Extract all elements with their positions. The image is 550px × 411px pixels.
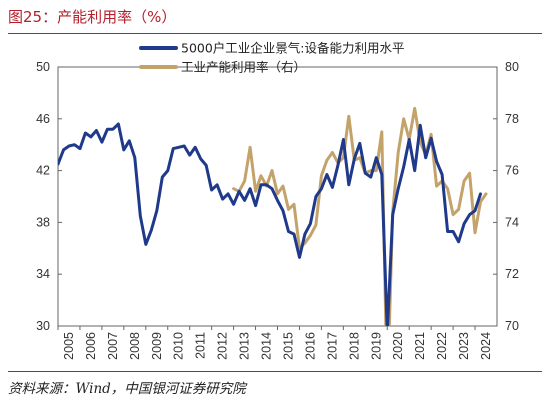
x-tick-label: 2009 [150, 332, 164, 360]
left-tick-label: 42 [36, 164, 50, 178]
series-line-equipment-utilization [58, 122, 482, 326]
x-tick-label: 2006 [84, 332, 98, 360]
x-tick-label: 2012 [216, 332, 230, 360]
x-tick-label: 2018 [347, 332, 361, 360]
right-tick-label: 74 [505, 215, 519, 229]
right-tick-label: 78 [505, 112, 519, 126]
left-tick-label: 30 [36, 319, 50, 333]
left-tick-label: 38 [36, 215, 50, 229]
left-tick-label: 50 [36, 60, 50, 74]
chart-title: 图25：产能利用率（%） [8, 8, 177, 26]
x-tick-label: 2019 [369, 332, 383, 360]
source-note: 资料来源：Wind，中国银河证券研究院 [8, 381, 246, 397]
right-tick-label: 80 [505, 60, 519, 74]
x-tick-label: 2016 [303, 332, 317, 360]
plot-frame [57, 66, 498, 327]
x-tick-label: 2013 [238, 332, 252, 360]
x-tick-label: 2007 [106, 332, 120, 360]
right-tick-label: 70 [505, 319, 519, 333]
x-tick-label: 2022 [435, 332, 449, 360]
x-tick-label: 2020 [391, 332, 405, 360]
x-tick-label: 2024 [479, 332, 493, 360]
title-divider [8, 33, 542, 34]
legend-label: 5000户工业企业景气:设备能力利用水平 [181, 41, 405, 56]
left-tick-label: 46 [36, 112, 50, 126]
x-tick-label: 2021 [413, 332, 427, 360]
x-tick-label: 2008 [128, 332, 142, 360]
x-tick-label: 2011 [194, 332, 208, 359]
x-tick-label: 2015 [281, 332, 295, 360]
legend-label: 工业产能利用率（右） [181, 60, 306, 75]
left-tick-label: 34 [36, 267, 50, 281]
x-tick-label: 2023 [457, 332, 471, 360]
series-layer [58, 106, 488, 326]
x-tick-label: 2010 [172, 332, 186, 360]
x-tick-label: 2017 [325, 332, 339, 360]
source-divider [8, 371, 542, 372]
axes: 30 34 38 42 46 50 70 72 74 76 78 80 2005 2006 2007 2008… [36, 60, 519, 360]
x-tick-label: 2014 [260, 332, 274, 360]
right-tick-label: 72 [505, 267, 519, 281]
x-tick-label: 2005 [62, 332, 76, 360]
right-tick-label: 76 [505, 164, 519, 178]
